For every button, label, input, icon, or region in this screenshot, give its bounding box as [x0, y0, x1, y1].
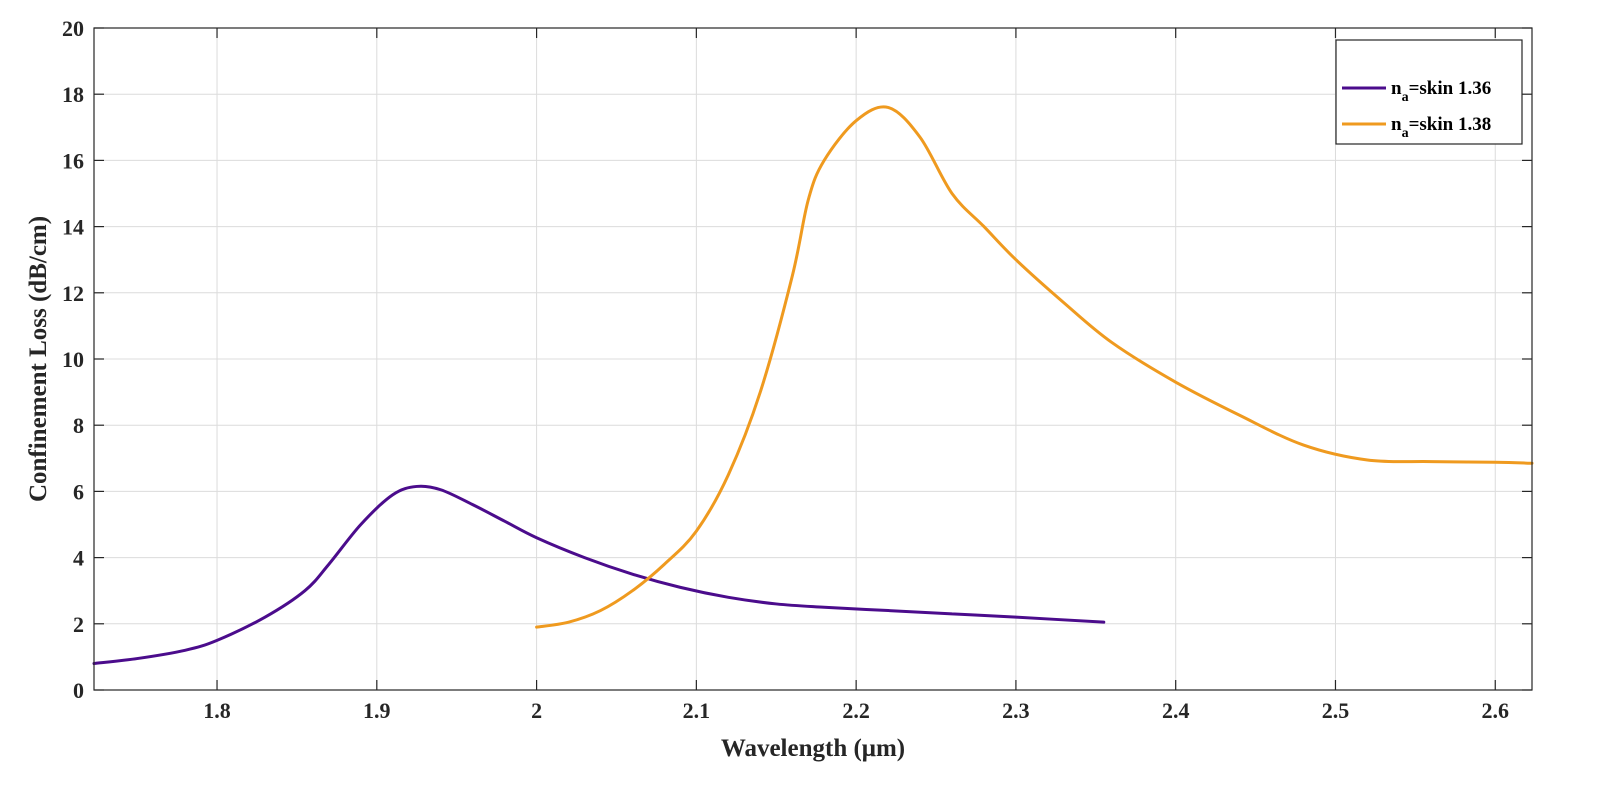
- x-tick-label: 1.9: [363, 698, 391, 723]
- x-tick-labels: 1.8 1.9 2 2.1 2.2 2.3 2.4 2.5 2.6: [203, 698, 1509, 723]
- legend-entry-rest: =skin 1.38: [1409, 114, 1492, 135]
- legend-box: [1335, 39, 1523, 145]
- y-tick-label: 18: [62, 82, 84, 107]
- y-tick-label: 14: [62, 215, 84, 240]
- y-tick-label: 0: [73, 678, 84, 703]
- x-tick-label: 2.6: [1482, 698, 1510, 723]
- x-tick-label: 2: [531, 698, 542, 723]
- legend-entry-main: n: [1391, 78, 1402, 99]
- x-tick-label: 2.1: [683, 698, 711, 723]
- x-tick-label: 2.4: [1162, 698, 1190, 723]
- y-tick-label: 2: [73, 612, 84, 637]
- y-tick-label: 16: [62, 148, 84, 173]
- x-tick-label: 2.2: [842, 698, 870, 723]
- x-tick-label: 1.8: [203, 698, 231, 723]
- x-tick-label: 2.3: [1002, 698, 1030, 723]
- y-tick-label: 10: [62, 347, 84, 372]
- y-tick-labels: 0 2 4 6 8 10 12 14 16 18 20: [62, 16, 84, 703]
- x-axis-title: Wavelength (μm): [721, 735, 905, 762]
- legend-entry-2: na=skin 1.38: [1391, 114, 1491, 141]
- y-tick-label: 20: [62, 16, 84, 41]
- series-lines: [92, 105, 1534, 666]
- y-tick-label: 6: [73, 479, 84, 504]
- y-tick-label: 4: [73, 546, 84, 571]
- legend-entry-main: n: [1391, 114, 1402, 135]
- series-line-1: [92, 484, 1106, 666]
- y-tick-label: 12: [62, 281, 84, 306]
- series-line-2: [535, 105, 1534, 629]
- ticks: [94, 27, 1532, 691]
- y-tick-label: 8: [73, 413, 84, 438]
- legend-entry-1: na=skin 1.36: [1391, 78, 1491, 105]
- legend-entry-subscript: a: [1402, 90, 1409, 105]
- y-axis-title: Confinement Loss (dB/cm): [25, 216, 52, 502]
- x-tick-label: 2.5: [1322, 698, 1350, 723]
- legend-entry-rest: =skin 1.36: [1409, 78, 1492, 99]
- legend-entry-subscript: a: [1402, 126, 1409, 141]
